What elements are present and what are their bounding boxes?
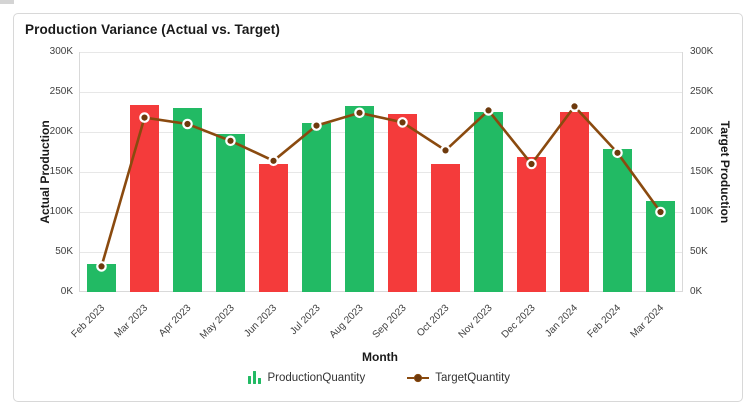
gridline bbox=[80, 291, 682, 292]
line-marker-oct-2023[interactable] bbox=[440, 145, 451, 156]
bar-aug-2023[interactable] bbox=[345, 105, 374, 292]
y-tick-label-left: 300K bbox=[49, 46, 73, 57]
line-marker-jan-2024[interactable] bbox=[569, 101, 580, 112]
y-tick-label-left: 0K bbox=[60, 286, 73, 297]
line-dot-icon bbox=[407, 373, 430, 383]
screen-artifact bbox=[0, 0, 14, 4]
line-marker-jun-2023[interactable] bbox=[268, 155, 279, 167]
line-marker-feb-2024[interactable] bbox=[612, 147, 623, 159]
y-tick-label-left: 100K bbox=[49, 206, 73, 217]
x-tick-label: Nov 2023 bbox=[456, 302, 495, 341]
x-tick-label: Jan 2024 bbox=[543, 302, 581, 340]
gridline bbox=[80, 51, 682, 53]
x-tick-label: Oct 2023 bbox=[414, 302, 452, 340]
bar-apr-2023[interactable] bbox=[173, 108, 202, 292]
y-tick-label-left: 200K bbox=[49, 126, 73, 137]
chart-title: Production Variance (Actual vs. Target) bbox=[25, 22, 280, 37]
gridline bbox=[80, 251, 682, 253]
legend: ProductionQuantity TargetQuantity bbox=[14, 371, 744, 384]
line-marker-may-2023[interactable] bbox=[225, 135, 236, 147]
x-tick-label: Feb 2023 bbox=[69, 302, 108, 341]
gridline bbox=[80, 211, 682, 213]
x-tick-label: Aug 2023 bbox=[327, 302, 366, 341]
bar-jan-2024[interactable] bbox=[560, 112, 589, 292]
bar-may-2023[interactable] bbox=[216, 134, 245, 292]
line-marker-mar-2024[interactable] bbox=[655, 206, 666, 218]
x-tick-label: Mar 2023 bbox=[112, 302, 151, 341]
legend-item-production-quantity[interactable]: ProductionQuantity bbox=[247, 371, 366, 384]
line-marker-mar-2023[interactable] bbox=[139, 112, 150, 123]
bar-jul-2023[interactable] bbox=[302, 123, 331, 292]
x-tick-label: Jul 2023 bbox=[287, 302, 323, 338]
x-tick-label: Sep 2023 bbox=[370, 302, 409, 341]
y-tick-label-left: 50K bbox=[55, 246, 73, 257]
x-tick-label: Dec 2023 bbox=[499, 302, 538, 341]
x-tick-label: May 2023 bbox=[197, 302, 237, 342]
x-tick-label: Jun 2023 bbox=[242, 302, 280, 340]
gridline bbox=[80, 91, 682, 93]
plot-area: 0K 0K 50K 50K 100K 100K 150K 150K 200K 200K 250K 25… bbox=[50, 46, 714, 341]
x-tick-label: Feb 2024 bbox=[585, 302, 624, 341]
x-tick-label: Mar 2024 bbox=[628, 302, 667, 341]
line-marker-aug-2023[interactable] bbox=[354, 107, 365, 119]
y-tick-label-left: 150K bbox=[49, 166, 73, 177]
line-marker-apr-2023[interactable] bbox=[182, 118, 193, 130]
line-marker-jul-2023[interactable] bbox=[311, 120, 322, 131]
bar-nov-2023[interactable] bbox=[474, 112, 503, 292]
bar-chart-icon bbox=[247, 371, 262, 384]
bar-sep-2023[interactable] bbox=[388, 114, 417, 292]
y-tick-label-right: 0K bbox=[690, 286, 703, 297]
y-tick-label-right: 100K bbox=[690, 206, 714, 217]
gridline bbox=[80, 131, 682, 133]
x-tick-label: Apr 2023 bbox=[156, 302, 194, 340]
y-tick-label-left: 250K bbox=[49, 86, 73, 97]
y-tick-label-right: 150K bbox=[690, 166, 714, 177]
bar-feb-2024[interactable] bbox=[603, 148, 632, 292]
x-axis-title: Month bbox=[362, 350, 398, 364]
bar-mar-2023[interactable] bbox=[130, 104, 159, 292]
line-marker-dec-2023[interactable] bbox=[526, 158, 537, 170]
y-tick-label-right: 200K bbox=[690, 126, 714, 137]
legend-label: ProductionQuantity bbox=[267, 371, 366, 384]
y-tick-label-right: 50K bbox=[690, 246, 708, 257]
y-tick-label-right: 250K bbox=[690, 86, 714, 97]
bar-oct-2023[interactable] bbox=[431, 164, 460, 292]
line-marker-feb-2023[interactable] bbox=[96, 261, 107, 272]
chart-panel: Production Variance (Actual vs. Target) … bbox=[13, 13, 743, 402]
gridline bbox=[80, 171, 682, 173]
line-marker-sep-2023[interactable] bbox=[397, 117, 408, 128]
y-axis-title-right: Target Production bbox=[718, 120, 732, 224]
line-marker-nov-2023[interactable] bbox=[483, 105, 494, 116]
y-tick-label-right: 300K bbox=[690, 46, 714, 57]
bar-jun-2023[interactable] bbox=[259, 164, 288, 292]
legend-item-target-quantity[interactable]: TargetQuantity bbox=[407, 372, 510, 384]
bar-dec-2023[interactable] bbox=[517, 156, 546, 292]
legend-label: TargetQuantity bbox=[435, 371, 511, 384]
